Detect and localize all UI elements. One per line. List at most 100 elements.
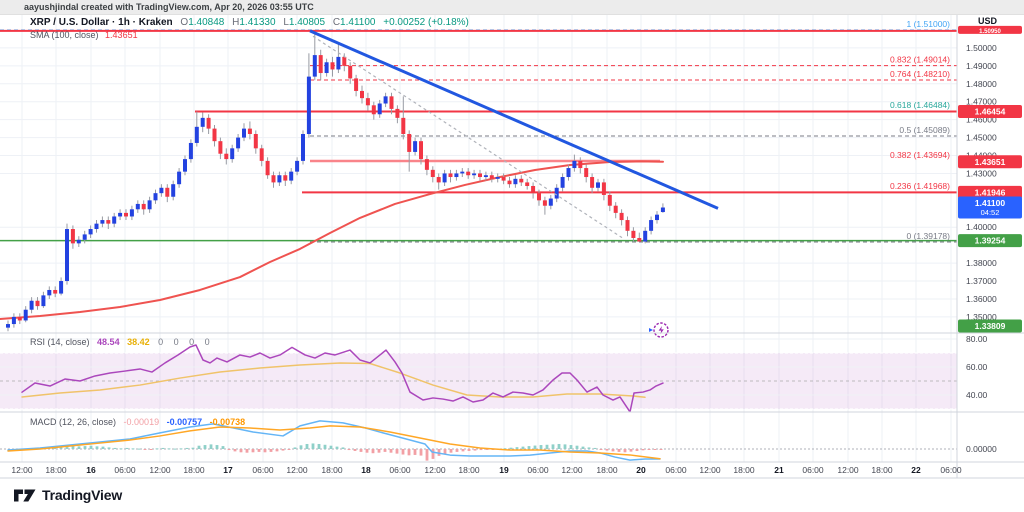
macd-histogram-bar bbox=[221, 446, 225, 449]
price-tick-label: 1.49000 bbox=[966, 61, 997, 71]
candle bbox=[35, 300, 40, 307]
macd-histogram-bar bbox=[575, 445, 579, 449]
candle bbox=[242, 128, 246, 138]
macd-pane[interactable] bbox=[0, 420, 957, 461]
candle bbox=[200, 117, 205, 127]
macd-histogram-bar bbox=[149, 449, 153, 450]
macd-histogram-bar bbox=[467, 449, 471, 451]
time-tick-label: 06:00 bbox=[114, 465, 136, 475]
macd-histogram-bar bbox=[137, 448, 141, 450]
time-tick-label: 12:00 bbox=[837, 465, 859, 475]
macd-histogram-bar bbox=[119, 448, 123, 450]
candle bbox=[218, 141, 223, 154]
price-tick-label: 1.37000 bbox=[966, 276, 997, 286]
time-tick-label: 16 bbox=[86, 465, 96, 475]
macd-histogram-bar bbox=[593, 447, 597, 449]
macd-histogram-bar bbox=[449, 449, 453, 453]
time-tick-label: 18:00 bbox=[596, 465, 618, 475]
badge-rect bbox=[958, 155, 1022, 169]
candle bbox=[590, 177, 595, 188]
price-badge: 1.41946 bbox=[958, 185, 1022, 199]
macd-histogram-bar bbox=[131, 448, 135, 450]
candle bbox=[194, 126, 199, 143]
macd-histogram-bar bbox=[215, 445, 219, 449]
candle bbox=[507, 180, 512, 185]
macd-histogram-bar bbox=[377, 449, 381, 453]
badge-text: 1.46454 bbox=[975, 107, 1006, 117]
candle bbox=[53, 289, 58, 294]
macd-histogram-bar bbox=[269, 449, 273, 452]
candle bbox=[342, 56, 347, 66]
macd-histogram-bar bbox=[107, 447, 111, 449]
time-tick-label: 18:00 bbox=[321, 465, 343, 475]
macd-histogram-bar bbox=[581, 446, 585, 449]
macd-histogram-bar bbox=[293, 447, 297, 449]
price-tick-label: 1.40000 bbox=[966, 222, 997, 232]
candle bbox=[348, 65, 353, 79]
candle bbox=[206, 117, 211, 129]
candle bbox=[295, 160, 300, 172]
macd-histogram-bar bbox=[623, 449, 627, 453]
price-axis[interactable]: USD1.500001.490001.480001.470001.460001.… bbox=[890, 16, 1022, 454]
candle bbox=[495, 177, 500, 179]
candle bbox=[118, 212, 123, 217]
macd-histogram-bar bbox=[401, 449, 405, 455]
candle bbox=[566, 168, 571, 178]
candle bbox=[330, 62, 335, 70]
time-tick-label: 17 bbox=[223, 465, 233, 475]
candle bbox=[41, 295, 46, 307]
candle bbox=[59, 281, 64, 294]
macd-histogram-bar bbox=[473, 449, 477, 451]
macd-histogram-bar bbox=[233, 449, 237, 452]
macd-histogram-bar bbox=[629, 449, 633, 452]
candle bbox=[135, 203, 140, 210]
macd-histogram-bar bbox=[407, 449, 411, 456]
candle bbox=[306, 76, 311, 134]
candle bbox=[460, 171, 465, 174]
watermark-bar: aayushjindal created with TradingView.co… bbox=[0, 0, 1024, 15]
badge-text: 1.33809 bbox=[975, 321, 1006, 331]
time-tick-label: 12:00 bbox=[286, 465, 308, 475]
macd-histogram-bar bbox=[425, 449, 429, 461]
time-axis[interactable]: 12:00 18:00 16 06:00 12:00 18:00 17 06:00 12:00 1… bbox=[11, 465, 962, 475]
candle bbox=[454, 173, 459, 178]
time-tick-label: 18:00 bbox=[733, 465, 755, 475]
macd-histogram-bar bbox=[617, 449, 621, 452]
trendline bbox=[312, 35, 623, 239]
price-badge: 1.39254 bbox=[958, 234, 1022, 248]
candle bbox=[619, 212, 624, 221]
candle bbox=[301, 133, 305, 161]
macd-histogram-bar bbox=[185, 447, 189, 449]
price-tick-label: 1.45000 bbox=[966, 133, 997, 143]
time-tick-label: 12:00 bbox=[149, 465, 171, 475]
candle bbox=[29, 300, 34, 310]
time-tick-label: 06:00 bbox=[252, 465, 274, 475]
macd-histogram-bar bbox=[143, 449, 147, 450]
macd-histogram-bar bbox=[167, 448, 171, 450]
price-tick-label: 1.50000 bbox=[966, 43, 997, 53]
macd-histogram-bar bbox=[557, 443, 561, 449]
candle bbox=[247, 128, 252, 134]
candle bbox=[613, 205, 618, 213]
candle bbox=[513, 178, 518, 185]
fib-label: 0.236 (1.41968) bbox=[890, 181, 950, 191]
candle bbox=[365, 98, 370, 106]
price-pane[interactable] bbox=[0, 29, 957, 332]
currency-label: USD bbox=[978, 16, 998, 26]
flash-marker-icon[interactable] bbox=[649, 322, 669, 338]
candle bbox=[519, 178, 524, 183]
time-tick-label: 18:00 bbox=[45, 465, 67, 475]
candle bbox=[537, 193, 541, 201]
macd-histogram-bar bbox=[365, 449, 369, 453]
rsi-pane[interactable] bbox=[0, 338, 957, 412]
macd-histogram-bar bbox=[275, 449, 279, 452]
time-tick-label: 18:00 bbox=[458, 465, 480, 475]
macd-histogram-bar bbox=[437, 449, 441, 456]
candle bbox=[6, 324, 10, 328]
tradingview-logo: TradingView bbox=[14, 487, 122, 503]
macd-histogram-bar bbox=[257, 449, 261, 452]
macd-histogram-bar bbox=[191, 447, 195, 449]
candle bbox=[442, 173, 447, 183]
